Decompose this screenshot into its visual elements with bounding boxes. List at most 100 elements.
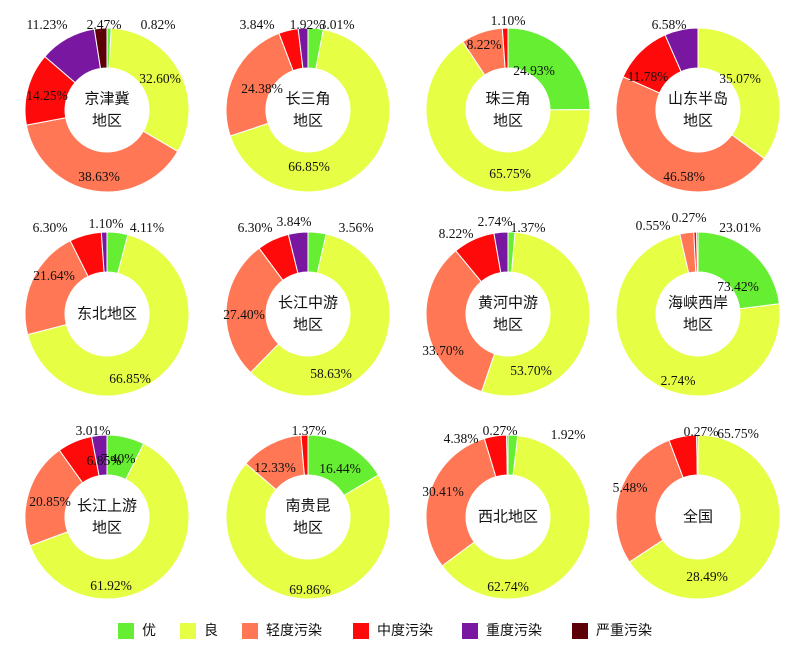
donut-center-title: 山东半岛 — [668, 90, 728, 108]
slice-value-label: 24.93% — [513, 63, 555, 78]
slice-value-label: 11.78% — [627, 69, 668, 84]
donut-chart-5: 4.11% 66.85% 21.64% 6.30% 1.10% 东北地区 — [24, 216, 190, 397]
slice-良 — [225, 462, 391, 600]
slice-良 — [229, 28, 391, 193]
donut-center-title: 西北地区 — [478, 508, 538, 526]
slice-重度污染 — [664, 27, 699, 73]
slice-value-label: 0.27% — [672, 210, 707, 225]
slice-重度污染 — [287, 231, 309, 274]
slice-value-label: 1.37% — [511, 220, 546, 235]
slice-value-label: 61.92% — [90, 578, 132, 593]
slice-value-label: 12.33% — [254, 460, 296, 475]
slice-value-label: 62.74% — [487, 579, 529, 594]
slice-value-label: 2.47% — [87, 17, 122, 32]
slice-轻度污染 — [425, 437, 497, 567]
donut-center-title: 京津冀 — [84, 90, 129, 108]
slice-重度污染 — [506, 434, 509, 476]
legend-label: 中度污染 — [377, 623, 433, 639]
slice-良 — [615, 233, 781, 397]
legend-swatch — [462, 623, 478, 639]
slice-value-label: 3.01% — [76, 423, 111, 438]
slice-value-label: 53.70% — [510, 363, 552, 378]
legend-swatch — [572, 623, 588, 639]
slice-value-label: 4.38% — [444, 431, 479, 446]
legend-label: 轻度污染 — [266, 623, 322, 639]
legend-label: 优 — [142, 623, 156, 639]
slice-重度污染 — [297, 27, 309, 69]
slice-重度污染 — [493, 231, 509, 274]
slice-value-label: 6.30% — [33, 220, 68, 235]
legend-label: 重度污染 — [486, 623, 542, 639]
slice-value-label: 7.40% — [101, 451, 136, 466]
legend-item: 严重污染 — [572, 623, 652, 639]
slice-value-label: 0.82% — [141, 17, 176, 32]
donut-center-title: 长江上游 — [77, 497, 137, 515]
slice-value-label: 21.64% — [33, 268, 75, 283]
slice-中度污染 — [300, 434, 309, 476]
donut-center-title: 海峡西岸 — [668, 294, 728, 312]
legend-swatch — [180, 623, 196, 639]
slice-value-label: 30.41% — [422, 484, 464, 499]
slice-良 — [425, 40, 591, 193]
slice-value-label: 65.75% — [717, 426, 759, 441]
donut-center-title: 地区 — [293, 316, 323, 334]
donut-center-title: 地区 — [493, 316, 523, 334]
slice-value-label: 33.70% — [422, 343, 464, 358]
slice-value-label: 23.01% — [719, 220, 761, 235]
slice-value-label: 38.63% — [78, 169, 120, 184]
slice-value-label: 16.44% — [319, 461, 361, 476]
slice-value-label: 32.60% — [139, 71, 181, 86]
slice-value-label: 24.38% — [241, 81, 283, 96]
slice-value-label: 1.92% — [551, 427, 586, 442]
slice-轻度污染 — [615, 439, 684, 563]
slice-value-label: 0.27% — [684, 424, 719, 439]
donut-center-title: 珠三角 — [485, 90, 530, 108]
slice-value-label: 35.07% — [719, 71, 761, 86]
legend-swatch — [242, 623, 258, 639]
donut-center-title: 长江中游 — [278, 294, 338, 312]
slice-良 — [29, 443, 190, 600]
slice-value-label: 66.85% — [109, 371, 151, 386]
slice-轻度污染 — [425, 250, 496, 393]
slice-良 — [27, 234, 190, 397]
slice-value-label: 28.49% — [686, 569, 728, 584]
donut-center-title: 地区 — [493, 112, 523, 130]
donut-chart-11: 1.92% 62.74% 30.41% 4.38% 0.27% 西北地区 — [422, 423, 591, 600]
donut-center-title: 地区 — [92, 519, 122, 537]
legend-item: 重度污染 — [462, 623, 542, 639]
slice-value-label: 3.84% — [277, 214, 312, 229]
legend-swatch — [118, 623, 134, 639]
slice-良 — [249, 233, 391, 397]
slice-重度污染 — [696, 434, 699, 476]
donut-center-title: 地区 — [92, 112, 122, 130]
slice-严重污染 — [93, 27, 108, 70]
slice-value-label: 1.10% — [89, 216, 124, 231]
donut-center-title: 南贵昆 — [285, 497, 330, 515]
slice-value-label: 73.42% — [717, 279, 759, 294]
slice-value-label: 1.92% — [290, 17, 325, 32]
slice-value-label: 11.23% — [26, 17, 67, 32]
slice-中度污染 — [501, 27, 509, 69]
legend-item: 中度污染 — [353, 623, 433, 639]
slice-value-label: 3.56% — [339, 220, 374, 235]
slice-value-label: 1.37% — [292, 423, 327, 438]
donut-center-title: 全国 — [683, 508, 713, 526]
legend-label: 严重污染 — [596, 623, 652, 639]
donut-center-title: 地区 — [293, 112, 323, 130]
slice-轻度污染 — [225, 247, 284, 374]
slice-value-label: 2.74% — [478, 214, 513, 229]
slice-value-label: 3.01% — [320, 17, 355, 32]
slice-value-label: 3.84% — [240, 17, 275, 32]
donut-center-title: 长三角 — [285, 90, 330, 108]
donut-center-title: 黄河中游 — [478, 294, 538, 312]
legend-item: 轻度污染 — [242, 623, 322, 639]
slice-value-label: 46.58% — [663, 169, 705, 184]
slice-良 — [480, 231, 591, 397]
